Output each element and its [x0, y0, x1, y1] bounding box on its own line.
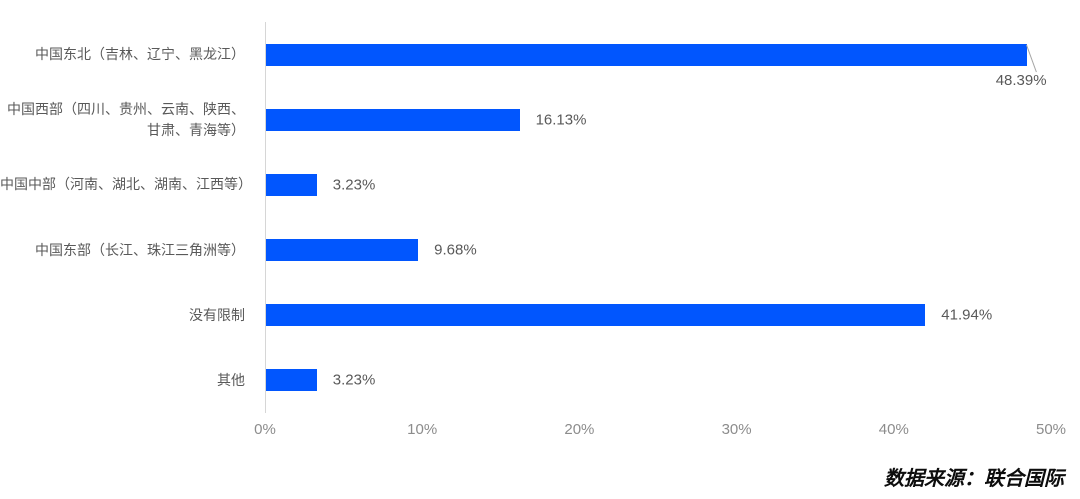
source-text: 数据来源：联合国际 [884, 468, 1064, 490]
x-axis: 0% 10% 20% 30% 40% 50% [254, 421, 1066, 443]
bar-value-label: 48.39% [995, 72, 1047, 89]
x-tick-label: 30% [721, 421, 752, 438]
plot-area: 48.39% 16.13% 3.23% 9.68% 41.94% 3.23% [266, 22, 1052, 413]
bar [266, 239, 419, 262]
category-label: 中国东北（吉林、辽宁、黑龙江） [35, 46, 245, 63]
bar-value-label: 3.23% [332, 176, 376, 194]
bar [266, 304, 926, 327]
bar-value-label: 41.94% [941, 306, 993, 324]
x-tick-label: 0% [254, 421, 276, 438]
bar-value-label: 3.23% [332, 371, 376, 389]
bar-row: 48.39% [266, 22, 1052, 89]
category-label: 其他 [217, 371, 245, 388]
bar-row: 16.13% [266, 87, 1052, 152]
bar-row: 3.23% [266, 348, 1052, 413]
x-tick-label: 40% [878, 421, 909, 438]
category-label: 中国东部（长江、珠江三角洲等） [35, 241, 245, 258]
y-axis-line [265, 22, 266, 413]
bar-row: 3.23% [266, 152, 1052, 217]
callout-leader-line [1025, 44, 1037, 73]
bar [266, 369, 317, 392]
x-tick-label: 20% [564, 421, 595, 438]
bar-row: 41.94% [266, 283, 1052, 348]
bar [266, 108, 520, 131]
category-label: 中国西部（四川、贵州、云南、陕西、甘肃、青海等） [7, 100, 245, 138]
x-tick-label: 10% [407, 421, 438, 438]
category-axis: 中国东北（吉林、辽宁、黑龙江） 中国西部（四川、贵州、云南、陕西、甘肃、青海等） 中… [0, 22, 256, 413]
category-label: 没有限制 [189, 306, 245, 323]
bar [266, 173, 317, 196]
x-tick-label: 50% [1035, 421, 1067, 438]
category-label: 中国中部（河南、湖北、湖南、江西等） [0, 176, 252, 193]
bar-value-label: 16.13% [535, 111, 587, 129]
bar-row: 9.68% [266, 218, 1052, 283]
bar-value-label: 9.68% [434, 241, 477, 259]
bar [266, 43, 1027, 66]
